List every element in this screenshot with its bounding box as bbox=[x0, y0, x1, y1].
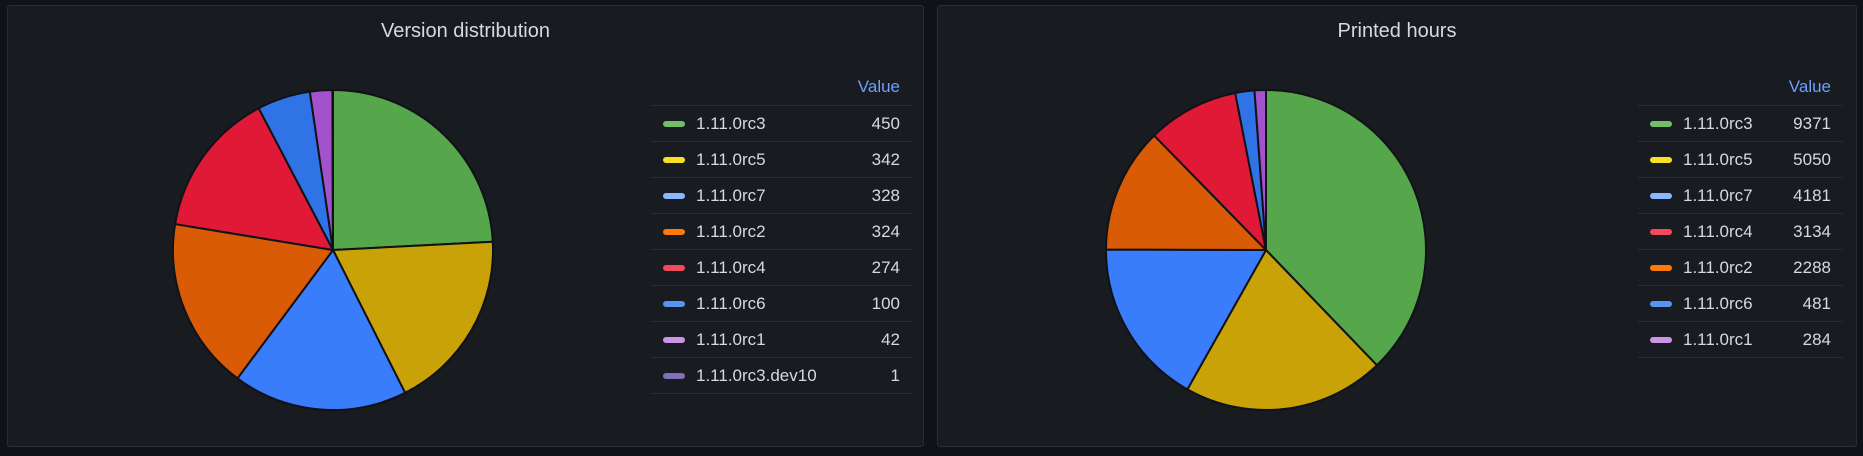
legend-label[interactable]: 1.11.0rc3 bbox=[1675, 105, 1778, 142]
legend-value: 2288 bbox=[1777, 249, 1843, 286]
legend-value: 450 bbox=[857, 105, 912, 142]
legend-value: 9371 bbox=[1777, 105, 1843, 142]
legend-swatch-cell bbox=[651, 141, 688, 178]
legend-swatch-cell bbox=[1638, 213, 1675, 250]
pie-slice-1-11-0rc3-dev10[interactable] bbox=[331, 88, 334, 251]
legend-value: 324 bbox=[857, 213, 912, 250]
legend-row-1-11-0rc4[interactable]: 1.11.0rc4 3134 bbox=[1638, 213, 1843, 250]
legend-label[interactable]: 1.11.0rc2 bbox=[1675, 249, 1778, 286]
legend-swatch-cell bbox=[651, 321, 688, 358]
legend-swatch bbox=[663, 229, 685, 236]
legend-label[interactable]: 1.11.0rc6 bbox=[688, 285, 858, 322]
panel-title: Printed hours bbox=[1337, 20, 1457, 42]
pie-slice-1-11-0rc2[interactable] bbox=[172, 223, 334, 380]
pie-slice-1-11-0rc7[interactable] bbox=[236, 249, 407, 411]
legend-label[interactable]: 1.11.0rc7 bbox=[1675, 177, 1778, 214]
legend-swatch-cell bbox=[1638, 249, 1675, 286]
legend-header-value[interactable]: Value bbox=[651, 69, 912, 106]
legend-row-1-11-0rc3[interactable]: 1.11.0rc3 450 bbox=[651, 105, 912, 142]
version-distribution-pie bbox=[172, 88, 494, 411]
legend-swatch-cell bbox=[1638, 105, 1675, 142]
legend-label[interactable]: 1.11.0rc5 bbox=[1675, 141, 1778, 178]
legend-value: 42 bbox=[857, 321, 912, 358]
legend-value: 328 bbox=[857, 177, 912, 214]
legend-row-1-11-0rc5[interactable]: 1.11.0rc5 5050 bbox=[1638, 141, 1843, 178]
pie-slice-1-11-0rc1[interactable] bbox=[1253, 88, 1267, 251]
printed-hours-pie bbox=[1104, 88, 1427, 411]
legend-swatch-cell bbox=[1638, 177, 1675, 214]
legend-swatch bbox=[1650, 337, 1672, 344]
legend-row-1-11-0rc3[interactable]: 1.11.0rc3 9371 bbox=[1638, 105, 1843, 142]
legend-swatch bbox=[1650, 121, 1672, 128]
legend-value: 4181 bbox=[1777, 177, 1843, 214]
legend-swatch-cell bbox=[651, 177, 688, 214]
legend-value: 481 bbox=[1777, 285, 1843, 322]
legend-swatch-cell bbox=[651, 285, 688, 322]
legend-label[interactable]: 1.11.0rc3.dev10 bbox=[688, 357, 858, 394]
legend-swatch bbox=[663, 373, 685, 380]
legend-value: 342 bbox=[857, 141, 912, 178]
legend-row-1-11-0rc1[interactable]: 1.11.0rc1 284 bbox=[1638, 321, 1843, 358]
legend-row-1-11-0rc1[interactable]: 1.11.0rc1 42 bbox=[651, 321, 912, 358]
printed-hours-legend: Value 1.11.0rc3 9371 1.11.0rc5 5050 1.11.0rc… bbox=[1638, 69, 1843, 358]
legend-swatch-cell bbox=[651, 105, 688, 142]
legend-row-1-11-0rc5[interactable]: 1.11.0rc5 342 bbox=[651, 141, 912, 178]
pie-slice-1-11-0rc4[interactable] bbox=[1105, 134, 1267, 251]
legend-row-1-11-0rc4[interactable]: 1.11.0rc4 274 bbox=[651, 249, 912, 286]
legend-swatch bbox=[663, 301, 685, 308]
legend-swatch-cell bbox=[1638, 285, 1675, 322]
legend-swatch-cell bbox=[651, 357, 688, 394]
legend-swatch-cell bbox=[651, 249, 688, 286]
legend-swatch bbox=[1650, 301, 1672, 308]
pie-slice-1-11-0rc4[interactable] bbox=[174, 107, 334, 251]
legend-swatch-cell bbox=[1638, 321, 1675, 358]
legend-label[interactable]: 1.11.0rc1 bbox=[688, 321, 858, 358]
panel-title: Version distribution bbox=[381, 20, 550, 42]
legend-label[interactable]: 1.11.0rc6 bbox=[1675, 285, 1778, 322]
legend-value: 1 bbox=[857, 357, 912, 394]
legend-row-1-11-0rc7[interactable]: 1.11.0rc7 328 bbox=[651, 177, 912, 214]
legend-value: 3134 bbox=[1777, 213, 1843, 250]
legend-value: 100 bbox=[857, 285, 912, 322]
legend-row-1-11-0rc3-dev10[interactable]: 1.11.0rc3.dev10 1 bbox=[651, 357, 912, 394]
legend-label[interactable]: 1.11.0rc5 bbox=[688, 141, 858, 178]
legend-swatch bbox=[1650, 157, 1672, 164]
pie-slice-1-11-0rc5[interactable] bbox=[332, 240, 494, 394]
legend-label[interactable]: 1.11.0rc1 bbox=[1675, 321, 1778, 358]
legend-label[interactable]: 1.11.0rc4 bbox=[1675, 213, 1778, 250]
legend-row-1-11-0rc6[interactable]: 1.11.0rc6 481 bbox=[1638, 285, 1843, 322]
legend-swatch bbox=[1650, 229, 1672, 236]
legend-swatch bbox=[1650, 265, 1672, 272]
legend-swatch-cell bbox=[1638, 141, 1675, 178]
legend-value: 284 bbox=[1777, 321, 1843, 358]
legend-row-1-11-0rc2[interactable]: 1.11.0rc2 2288 bbox=[1638, 249, 1843, 286]
pie-slice-1-11-0rc2[interactable] bbox=[1153, 92, 1267, 251]
legend-swatch bbox=[1650, 193, 1672, 200]
legend-row-1-11-0rc6[interactable]: 1.11.0rc6 100 bbox=[651, 285, 912, 322]
printed-hours-panel: Printed hours Value 1.11.0rc3 9371 1.11.0r… bbox=[937, 5, 1857, 447]
pie-slice-1-11-0rc5[interactable] bbox=[1186, 249, 1378, 411]
pie-slice-1-11-0rc3[interactable] bbox=[332, 89, 494, 251]
pie-slice-1-11-0rc7[interactable] bbox=[1104, 248, 1267, 391]
legend-row-1-11-0rc7[interactable]: 1.11.0rc7 4181 bbox=[1638, 177, 1843, 214]
legend-value: 5050 bbox=[1777, 141, 1843, 178]
legend-swatch bbox=[663, 265, 685, 272]
pie-slice-1-11-0rc3[interactable] bbox=[1265, 89, 1427, 367]
legend-swatch-cell bbox=[651, 213, 688, 250]
legend-label[interactable]: 1.11.0rc2 bbox=[688, 213, 858, 250]
legend-swatch bbox=[663, 157, 685, 164]
legend-label[interactable]: 1.11.0rc7 bbox=[688, 177, 858, 214]
version-distribution-panel: Version distribution Value 1.11.0rc3 450 1… bbox=[7, 5, 924, 447]
version-distribution-legend: Value 1.11.0rc3 450 1.11.0rc5 342 1.11.0rc7 3… bbox=[651, 69, 912, 394]
legend-label[interactable]: 1.11.0rc4 bbox=[688, 249, 858, 286]
legend-swatch bbox=[663, 193, 685, 200]
legend-swatch bbox=[663, 121, 685, 128]
legend-value: 274 bbox=[857, 249, 912, 286]
legend-row-1-11-0rc2[interactable]: 1.11.0rc2 324 bbox=[651, 213, 912, 250]
legend-label[interactable]: 1.11.0rc3 bbox=[688, 105, 858, 142]
legend-header-value[interactable]: Value bbox=[1638, 69, 1843, 106]
legend-swatch bbox=[663, 337, 685, 344]
